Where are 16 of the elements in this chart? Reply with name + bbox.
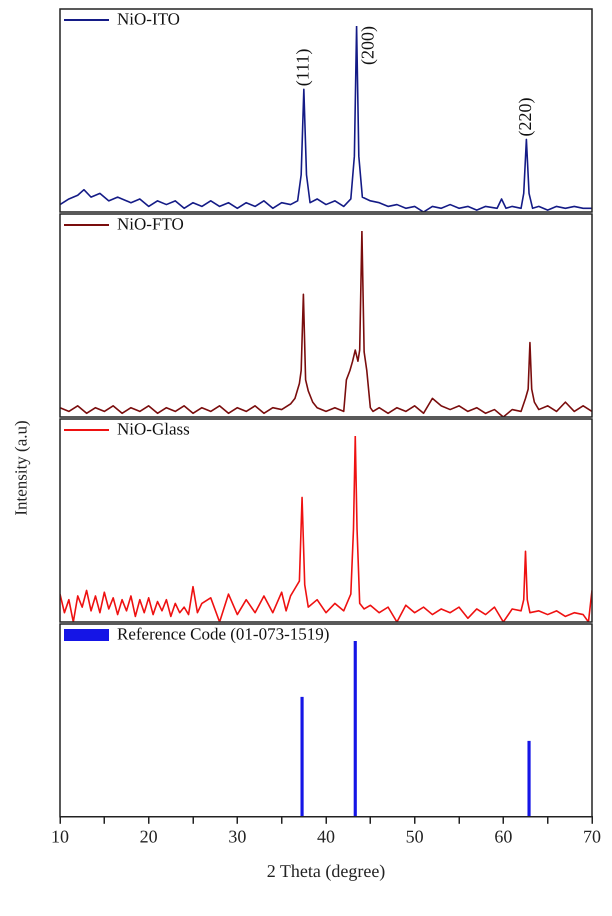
x-tick-label: 10 — [51, 826, 69, 846]
x-tick-label: 50 — [406, 826, 424, 846]
x-tick-label: 30 — [228, 826, 246, 846]
annotation: (220) — [515, 97, 536, 136]
annotation: (111) — [292, 48, 313, 86]
legend-label: NiO-ITO — [117, 9, 180, 28]
x-axis-title: 2 Theta (degree) — [266, 860, 386, 881]
x-tick-label: 70 — [583, 826, 601, 846]
x-tick-label: 60 — [494, 826, 512, 846]
legend-label: NiO-Glass — [117, 419, 190, 438]
legend-label: NiO-FTO — [117, 214, 184, 234]
y-axis-title: Intensity (a.u) — [12, 420, 32, 516]
annotation: (200) — [357, 26, 378, 65]
x-tick-label: 20 — [140, 826, 158, 846]
legend-label: Reference Code (01-073-1519) — [117, 624, 330, 644]
x-tick-label: 40 — [317, 826, 335, 846]
